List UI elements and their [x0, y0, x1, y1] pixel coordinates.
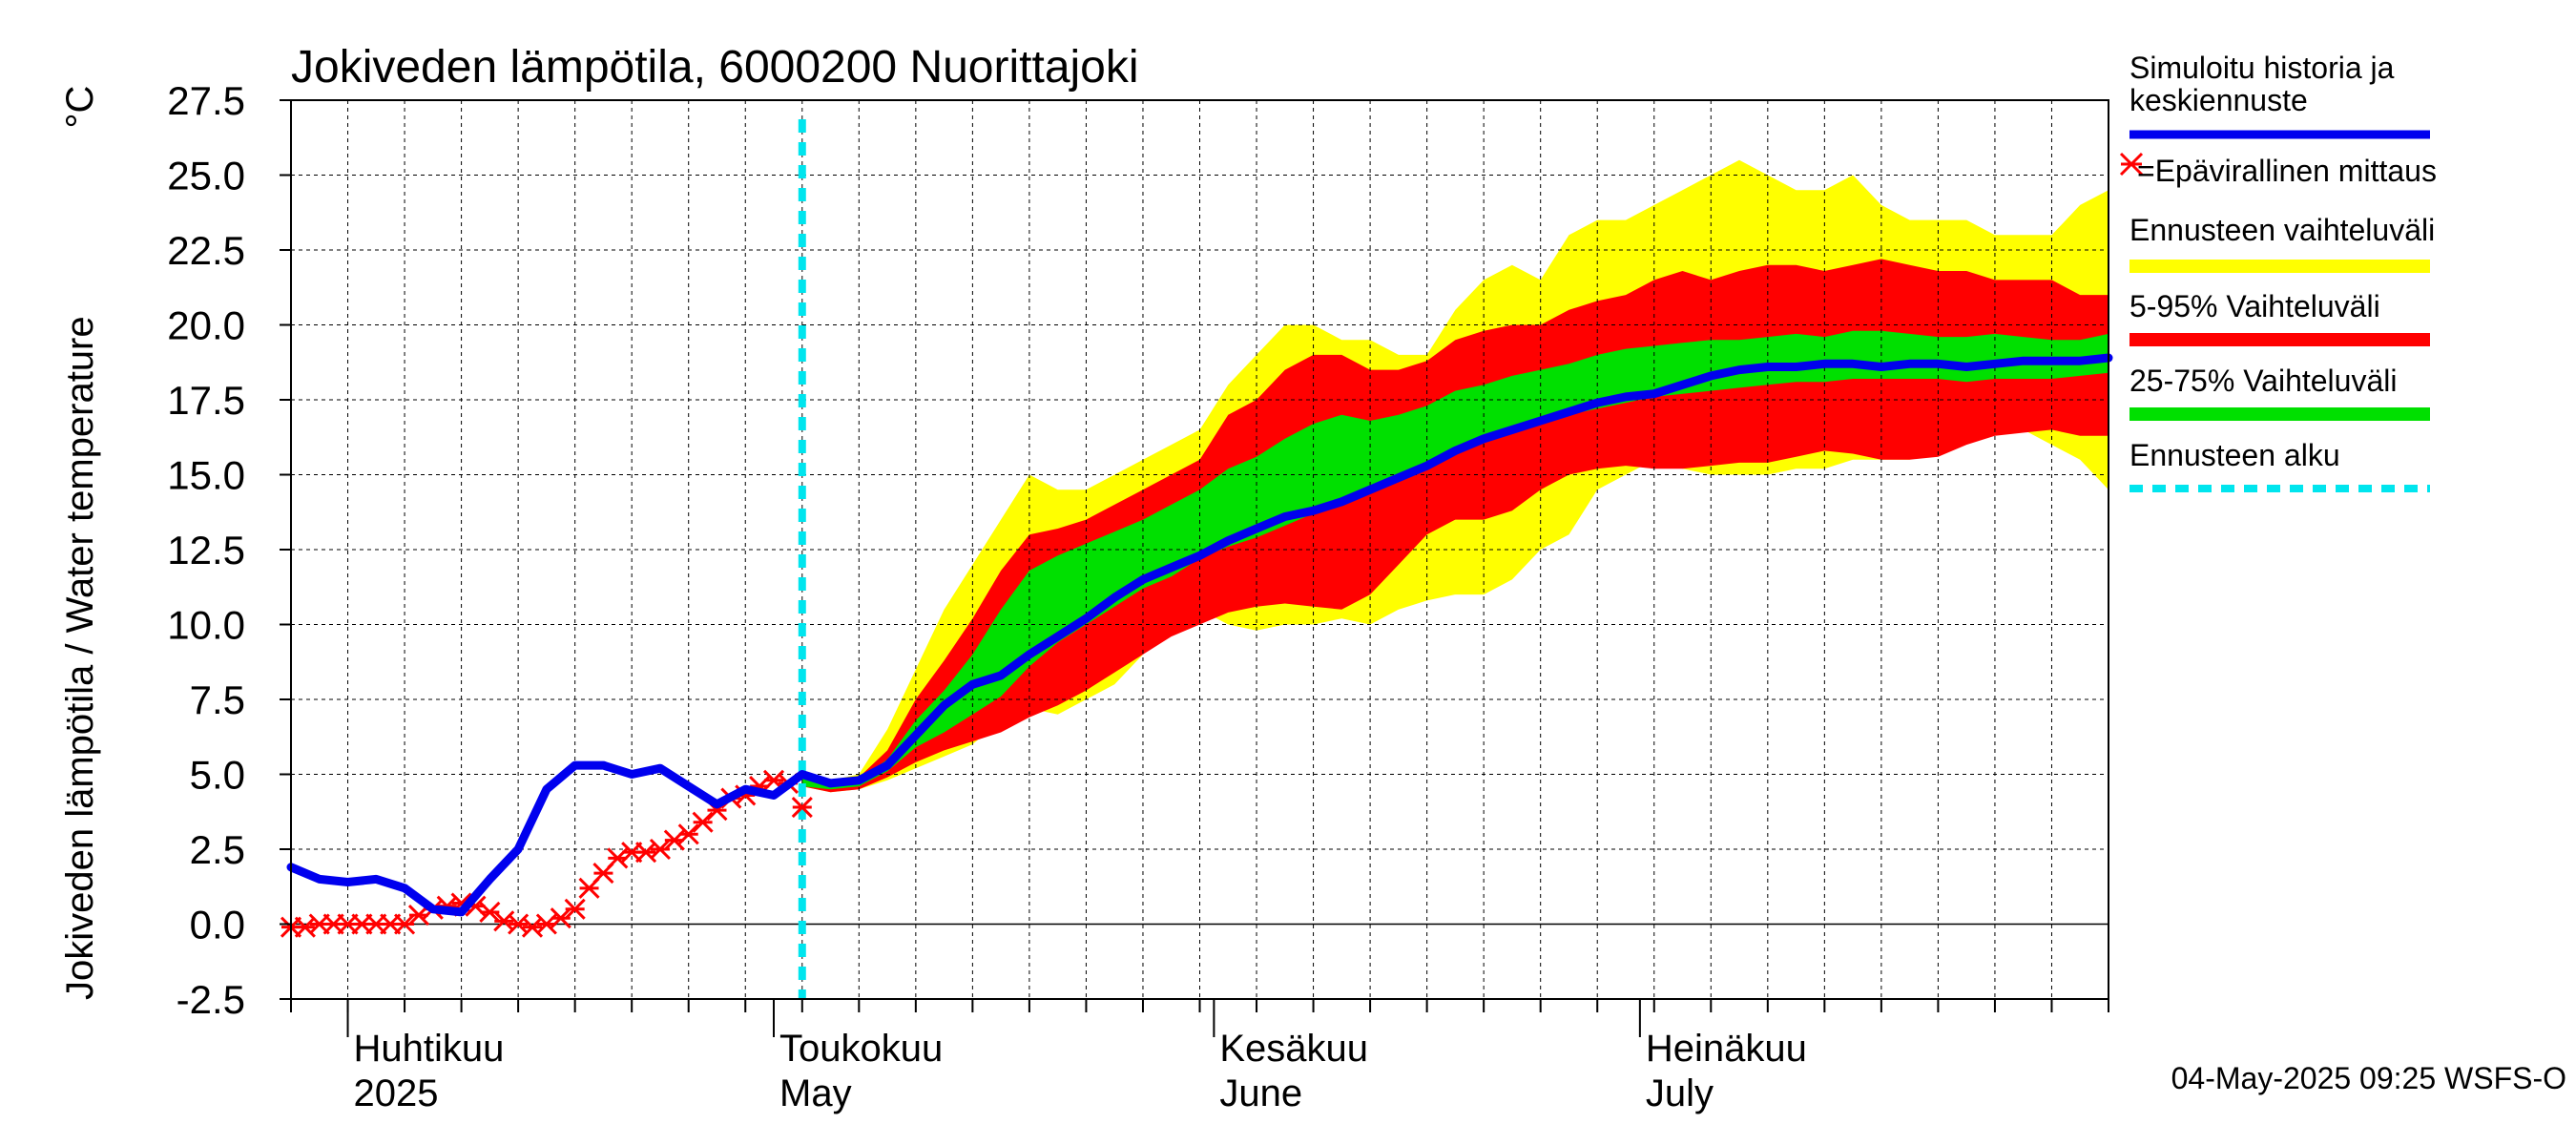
y-axis-label: Jokiveden lämpötila / Water temperature	[59, 316, 101, 1000]
band-25-75	[801, 330, 2109, 790]
x-month-label-fi: Kesäkuu	[1219, 1028, 1368, 1070]
chart-title: Jokiveden lämpötila, 6000200 Nuorittajok…	[291, 42, 1139, 93]
y-tick-label: 12.5	[167, 528, 245, 572]
y-axis-unit: °C	[59, 86, 101, 129]
legend-item-p25_75: 25-75% Vaihteluväli	[2129, 364, 2430, 421]
legend-obs-marker	[2119, 152, 2144, 177]
band-5-95	[801, 259, 2109, 793]
observation-point	[791, 796, 813, 819]
y-tick-label: 27.5	[167, 78, 245, 123]
x-month-label-en: June	[1219, 1072, 1302, 1114]
plot-area	[280, 99, 2113, 1000]
legend-label: 25-75% Vaihteluväli	[2129, 364, 2397, 398]
y-tick-label: 2.5	[190, 827, 245, 872]
y-tick-label: 25.0	[167, 154, 245, 198]
forecast-bands	[801, 159, 2109, 793]
x-month-label-en: May	[779, 1072, 852, 1114]
y-tick-label: 7.5	[190, 677, 245, 722]
x-month-label-en: July	[1646, 1072, 1714, 1114]
y-tick-label: 0.0	[190, 903, 245, 947]
y-tick-label: 15.0	[167, 453, 245, 498]
y-tick-label: 20.0	[167, 303, 245, 348]
y-tick-label: 10.0	[167, 603, 245, 648]
x-month-label-fi: Toukokuu	[779, 1028, 943, 1070]
observation-point	[564, 898, 586, 920]
legend-item-range: Ennusteen vaihteluväli	[2129, 213, 2435, 273]
legend-item-p5_95: 5-95% Vaihteluväli	[2129, 289, 2430, 346]
legend-label: 5-95% Vaihteluväli	[2129, 289, 2380, 323]
legend-label: keskiennuste	[2129, 83, 2308, 117]
y-tick-label: 17.5	[167, 378, 245, 423]
footer-timestamp: 04-May-2025 09:25 WSFS-O	[2171, 1061, 2566, 1095]
legend-label: Ennusteen vaihteluväli	[2129, 213, 2435, 247]
legend-label: =Epävirallinen mittaus	[2137, 154, 2437, 188]
y-tick-label: 22.5	[167, 228, 245, 273]
observation-point	[692, 811, 714, 833]
y-tick-label: 5.0	[190, 753, 245, 798]
legend-item-obs: =Epävirallinen mittaus	[2119, 152, 2437, 188]
y-axis: 27.5 25.0 22.5 20.0 17.5 15.0 12.5 10.0 7.5 5.0 2.…	[167, 78, 291, 1022]
x-month-label-en: 2025	[354, 1072, 439, 1114]
x-month-label-fi: Huhtikuu	[354, 1028, 505, 1070]
simulated-mean-line	[286, 353, 2113, 917]
legend-item-fstart: Ennusteen alku	[2129, 438, 2430, 492]
legend-label: Ennusteen alku	[2129, 438, 2340, 472]
legend-label: Simuloitu historia ja	[2129, 51, 2395, 85]
x-month-label-fi: Heinäkuu	[1646, 1028, 1807, 1070]
observation-point	[677, 823, 699, 845]
y-tick-label: -2.5	[177, 977, 245, 1022]
